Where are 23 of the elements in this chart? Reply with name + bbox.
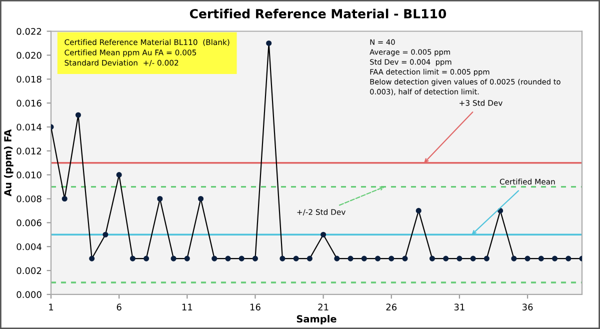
- x-tick-label: 16: [250, 304, 260, 310]
- y-tick-label: 0.000: [16, 291, 42, 298]
- y-tick-label: 0.002: [16, 267, 42, 274]
- y-tick-label: 0.010: [16, 172, 42, 178]
- x-tick-label: 6: [116, 304, 122, 310]
- y-tick-label: 0.006: [16, 219, 42, 226]
- x-tick-label: 36: [522, 304, 533, 310]
- y-tick-label: 0.012: [16, 148, 42, 154]
- y-tick-label: 0.004: [16, 243, 42, 250]
- x-tick-label: 26: [386, 304, 397, 310]
- x-tick-label: 1: [49, 304, 54, 310]
- y-tick-label: 0.022: [16, 28, 42, 35]
- y-tick-label: 0.014: [16, 124, 42, 131]
- y-tick-label: 0.016: [16, 100, 42, 107]
- x-tick-label: 31: [454, 304, 464, 310]
- y-tick-label: 0.018: [16, 76, 42, 83]
- y-axis-title: Au (ppm) FA: [4, 129, 14, 196]
- chart-title: Certified Reference Material - BL110: [190, 8, 446, 18]
- y-tick-label: 0.020: [16, 52, 42, 59]
- x-tick-label: 21: [318, 304, 328, 310]
- x-axis-title: Sample: [296, 315, 336, 324]
- x-tick-label: 11: [182, 304, 192, 310]
- y-tick-label: 0.008: [16, 195, 42, 202]
